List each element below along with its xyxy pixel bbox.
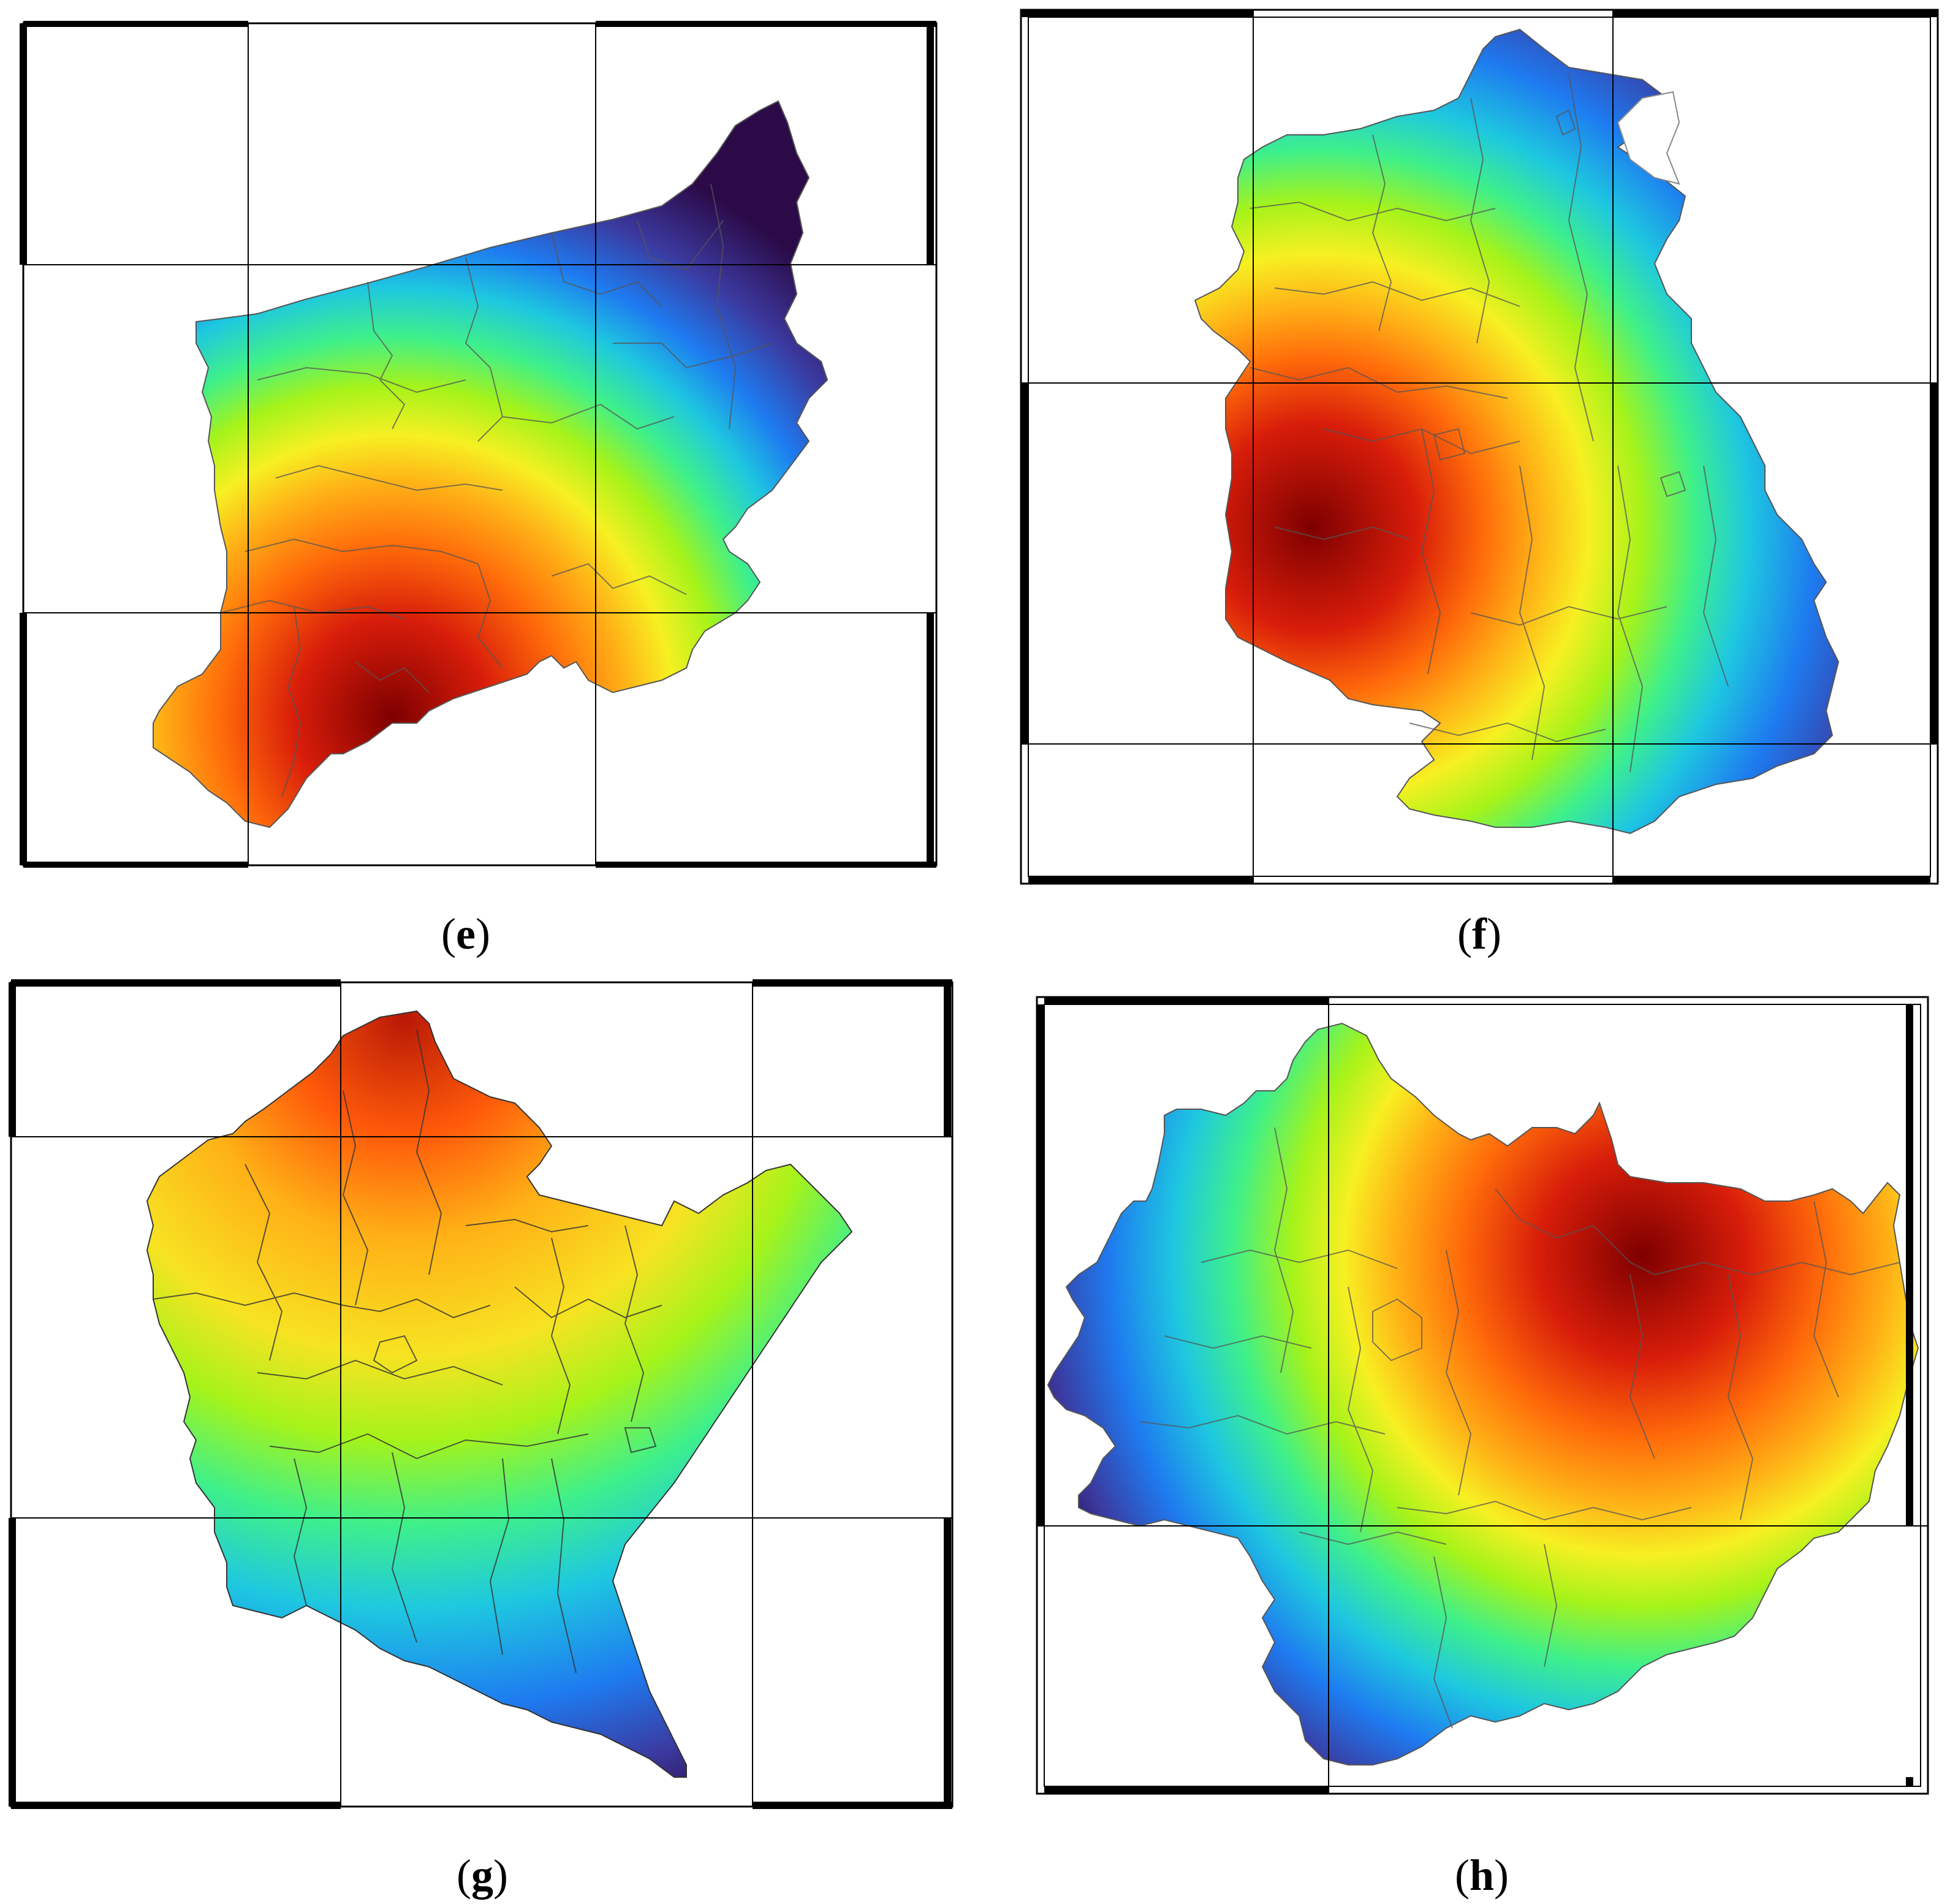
panel-label-f: (f) — [1457, 909, 1501, 958]
panel-e-border-bar — [596, 862, 936, 868]
panel-e-border-bar — [596, 21, 936, 27]
panel-h — [1047, 1022, 1919, 1766]
panel-label-e-letter: e — [456, 909, 476, 958]
panel-e-region — [153, 100, 829, 829]
panel-label-h-letter: h — [1469, 1851, 1495, 1900]
panel-f-notch — [1617, 91, 1680, 185]
panel-f-border-bar — [1613, 10, 1938, 17]
panel-f-region — [1194, 28, 1840, 835]
panel-e-border-bar — [927, 613, 934, 865]
panel-h-grid — [1036, 996, 1929, 1795]
panel-h-border-bar — [1044, 1786, 1329, 1794]
panel-f-border-bar — [1028, 876, 1253, 884]
panel-g-border-bar — [944, 1518, 951, 1807]
panel-g-districts — [153, 1029, 662, 1674]
panel-f-districts — [1250, 73, 1729, 773]
panel-e-frame — [22, 22, 938, 867]
panel-h-border-bar — [1037, 1004, 1044, 1526]
panel-f — [1194, 28, 1840, 835]
panel-g — [146, 1010, 853, 1778]
panel-g-region — [146, 1010, 853, 1778]
panel-e-border-bar — [927, 23, 934, 265]
panel-g-border-bar — [753, 979, 952, 987]
panel-label-g: (g) — [457, 1851, 508, 1900]
panel-g-grid — [9, 979, 954, 1809]
panel-h-districts — [1139, 1127, 1900, 1729]
panel-f-grid — [1020, 9, 1939, 885]
panel-h-border-bar — [1906, 1004, 1913, 1526]
panel-label-h: (h) — [1454, 1851, 1509, 1900]
panel-f-border-bar — [1930, 383, 1938, 744]
panel-f-border-bar — [1021, 10, 1253, 17]
panel-e-border-bar — [23, 862, 248, 868]
panel-g-border-bar — [11, 979, 341, 987]
panel-e-grid — [20, 21, 938, 868]
panel-g-border-bar — [9, 982, 16, 1137]
panel-label-f-letter: f — [1472, 909, 1487, 958]
panel-g-border-bar — [753, 1802, 952, 1809]
panel-e-border-bar — [20, 23, 27, 265]
panel-e-border-bar — [23, 21, 248, 27]
panel-g-border-bar — [11, 1802, 341, 1809]
panel-f-border-bar — [1021, 383, 1028, 744]
panel-g-border-bar — [9, 1518, 16, 1807]
panel-label-e: (e) — [441, 909, 490, 958]
panel-h-border-bar — [1044, 997, 1329, 1004]
panel-e — [153, 100, 829, 829]
panel-h-region — [1047, 1022, 1919, 1766]
panel-g-frame — [10, 981, 954, 1808]
panel-h-border-bar — [1906, 1777, 1913, 1786]
panel-g-border-bar — [944, 982, 951, 1137]
panel-label-g-letter: g — [471, 1851, 493, 1900]
panel-e-border-bar — [20, 613, 27, 865]
panel-f-border-bar — [1613, 876, 1930, 884]
